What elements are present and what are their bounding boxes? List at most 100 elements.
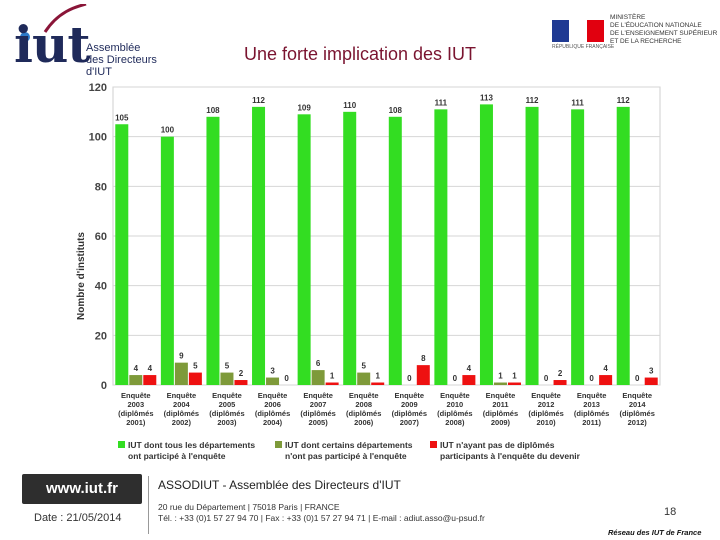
bar <box>129 375 143 385</box>
x-tick-label: Enquête <box>349 391 379 400</box>
x-tick-label: Enquête <box>121 391 151 400</box>
x-tick-label: 2012 <box>538 400 555 409</box>
bar <box>220 372 234 385</box>
bar <box>174 362 188 385</box>
x-tick-label: 2004) <box>263 418 283 427</box>
x-tick-label: 2006 <box>264 400 281 409</box>
data-label: 100 <box>161 126 175 135</box>
data-label: 4 <box>603 364 608 373</box>
logo-dot-icon <box>20 32 30 42</box>
assoc-name: ASSODIUT - Assemblée des Directeurs d'IU… <box>158 478 401 492</box>
x-tick-label: (diplômés <box>483 409 518 418</box>
data-label: 1 <box>512 372 517 381</box>
data-label: 1 <box>330 372 335 381</box>
ministry-sub: RÉPUBLIQUE FRANÇAISE <box>552 44 615 50</box>
bar <box>325 382 339 385</box>
data-label: 0 <box>284 374 289 383</box>
data-label: 1 <box>375 372 380 381</box>
data-label: 108 <box>389 106 403 115</box>
x-tick-label: Enquête <box>394 391 424 400</box>
y-tick-label: 100 <box>89 132 107 144</box>
bar <box>525 106 539 385</box>
y-tick-label: 80 <box>95 181 107 193</box>
x-tick-label: Enquête <box>486 391 516 400</box>
x-tick-label: 2013 <box>583 400 600 409</box>
data-label: 112 <box>252 96 265 105</box>
data-label: 0 <box>453 374 458 383</box>
site-link[interactable]: www.iut.fr <box>22 474 142 504</box>
bar <box>357 372 371 385</box>
bar <box>297 114 311 386</box>
logo-sub-line-2: des Directeurs <box>86 54 157 66</box>
data-label: 4 <box>148 364 153 373</box>
x-tick-label: 2008 <box>355 400 372 409</box>
x-tick-label: Enquête <box>303 391 333 400</box>
bar <box>371 382 385 385</box>
x-tick-label: Enquête <box>258 391 288 400</box>
x-tick-label: 2010 <box>447 400 464 409</box>
x-tick-label: 2005 <box>219 400 236 409</box>
french-flag-icon <box>552 20 604 42</box>
bar <box>388 116 402 386</box>
bar <box>311 370 325 385</box>
data-label: 111 <box>435 98 448 107</box>
x-tick-label: 2006) <box>354 418 374 427</box>
address-line: 20 rue du Département | 75018 Paris | FR… <box>158 502 340 512</box>
x-tick-label: 2007) <box>400 418 420 427</box>
x-tick-label: 2009) <box>491 418 511 427</box>
legend-swatch <box>430 441 437 448</box>
ministry-line: ET DE LA RECHERCHE <box>610 38 682 45</box>
data-label: 1 <box>498 372 503 381</box>
x-tick-label: 2009 <box>401 400 418 409</box>
iut-logo: iut Assemblée des Directeurs d'IUT <box>10 4 160 80</box>
data-label: 4 <box>467 364 472 373</box>
bar <box>234 380 248 385</box>
footer-left: www.iut.fr Date : 21/05/2014 <box>0 474 142 534</box>
x-tick-label: 2012) <box>628 418 648 427</box>
x-tick-label: (diplômés <box>528 409 563 418</box>
page-number: 18 <box>664 506 677 518</box>
data-label: 105 <box>115 113 129 122</box>
y-tick-label: 120 <box>89 82 107 94</box>
x-tick-label: 2011) <box>582 418 601 427</box>
bar <box>416 365 430 385</box>
bar <box>206 116 220 386</box>
y-tick-label: 0 <box>101 380 107 392</box>
x-tick-label: Enquête <box>440 391 470 400</box>
x-tick-label: 2005) <box>309 418 329 427</box>
data-label: 111 <box>571 98 584 107</box>
data-label: 0 <box>544 374 549 383</box>
bar <box>493 382 507 385</box>
bar <box>599 375 613 385</box>
data-label: 113 <box>480 93 493 102</box>
y-tick-label: 60 <box>95 231 107 243</box>
x-tick-label: (diplômés <box>255 409 290 418</box>
legend-swatch <box>118 441 125 448</box>
logo-sub-line-1: Assemblée <box>86 42 141 54</box>
x-tick-label: Enquête <box>622 391 652 400</box>
ministry-text: MINISTÈRE DE L'ÉDUCATION NATIONALE DE L'… <box>610 14 720 46</box>
footer-divider <box>148 476 149 534</box>
x-tick-label: (diplômés <box>437 409 472 418</box>
bar <box>115 124 129 385</box>
ministry-line: MINISTÈRE <box>610 14 646 21</box>
x-tick-label: (diplômés <box>392 409 427 418</box>
x-tick-label: 2014 <box>629 400 647 409</box>
logo-swirl-icon <box>43 4 87 33</box>
address-block: 20 rue du Département | 75018 Paris | FR… <box>158 502 598 524</box>
legend-label: ont participé à l'enquête <box>128 451 226 461</box>
bar <box>616 106 630 385</box>
data-label: 8 <box>421 354 426 363</box>
x-tick-label: Enquête <box>577 391 607 400</box>
bar <box>479 104 493 385</box>
data-label: 5 <box>193 362 198 371</box>
x-tick-label: (diplômés <box>574 409 609 418</box>
legend-swatch <box>275 441 282 448</box>
legend-label: n'ont pas participé à l'enquête <box>285 451 407 461</box>
x-tick-label: 2003) <box>217 418 237 427</box>
legend-label: IUT dont tous les départements <box>128 440 255 450</box>
data-label: 112 <box>526 96 539 105</box>
data-label: 3 <box>649 367 654 376</box>
bar <box>266 377 280 385</box>
x-tick-label: (diplômés <box>300 409 335 418</box>
